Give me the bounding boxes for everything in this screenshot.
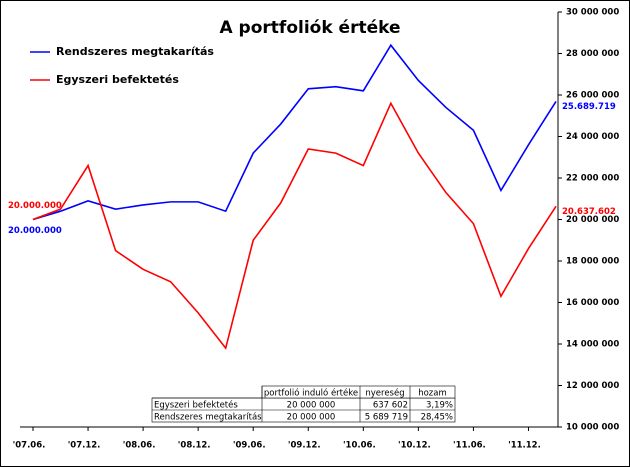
table-cell: 5 689 719 [365,413,408,423]
x-tick-label: '10.12. [398,441,431,451]
y-tick-label: 16 000 000 [566,298,619,308]
series-line [32,43,557,221]
y-tick-label: 12 000 000 [566,381,619,391]
y-tick-label: 26 000 000 [566,91,619,101]
table-header: portfolió induló értéke [264,388,358,399]
table-cell: 3,19% [426,401,453,411]
x-tick-label: '09.06. [233,441,266,451]
chart-title: A portfoliók értéke [219,18,400,38]
table-cell: Rendszeres megtakarítás [154,413,262,423]
value-label: 25.689.719 [562,102,616,112]
legend-label: Egyszeri befektetés [56,73,179,86]
x-tick-label: '07.12. [68,441,101,451]
table-cell: 20 000 000 [287,401,336,411]
y-tick-label: 20 000 000 [566,215,619,225]
table-cell: Egyszeri befektetés [154,400,238,411]
y-tick-label: 18 000 000 [566,257,619,267]
y-tick-label: 10 000 000 [566,423,619,433]
x-tick-label: '10.06. [343,441,376,451]
table-cell: 20 000 000 [287,413,336,423]
table-cell: 28,45% [421,413,453,423]
x-tick-label: '09.12. [288,441,321,451]
series-line [32,101,557,350]
x-tick-label: '11.06. [453,441,486,451]
y-tick-label: 22 000 000 [566,174,619,184]
x-tick-label: '08.06. [123,441,156,451]
x-tick-label: '11.12. [508,441,541,451]
y-tick-label: 24 000 000 [566,132,619,142]
table-cell: 637 602 [373,401,408,411]
value-label: 20.000.000 [8,226,62,236]
value-label: 20.637.602 [562,207,616,217]
y-tick-label: 14 000 000 [566,340,619,350]
y-tick-label: 30 000 000 [566,8,619,18]
x-tick-label: '08.12. [178,441,211,451]
table-header: nyereség [365,388,404,399]
x-tick-label: '07.06. [13,441,46,451]
legend-label: Rendszeres megtakarítás [56,45,214,58]
y-tick-label: 28 000 000 [566,49,619,59]
table-header: hozam [418,389,447,399]
value-label: 20.000.000 [8,201,62,211]
